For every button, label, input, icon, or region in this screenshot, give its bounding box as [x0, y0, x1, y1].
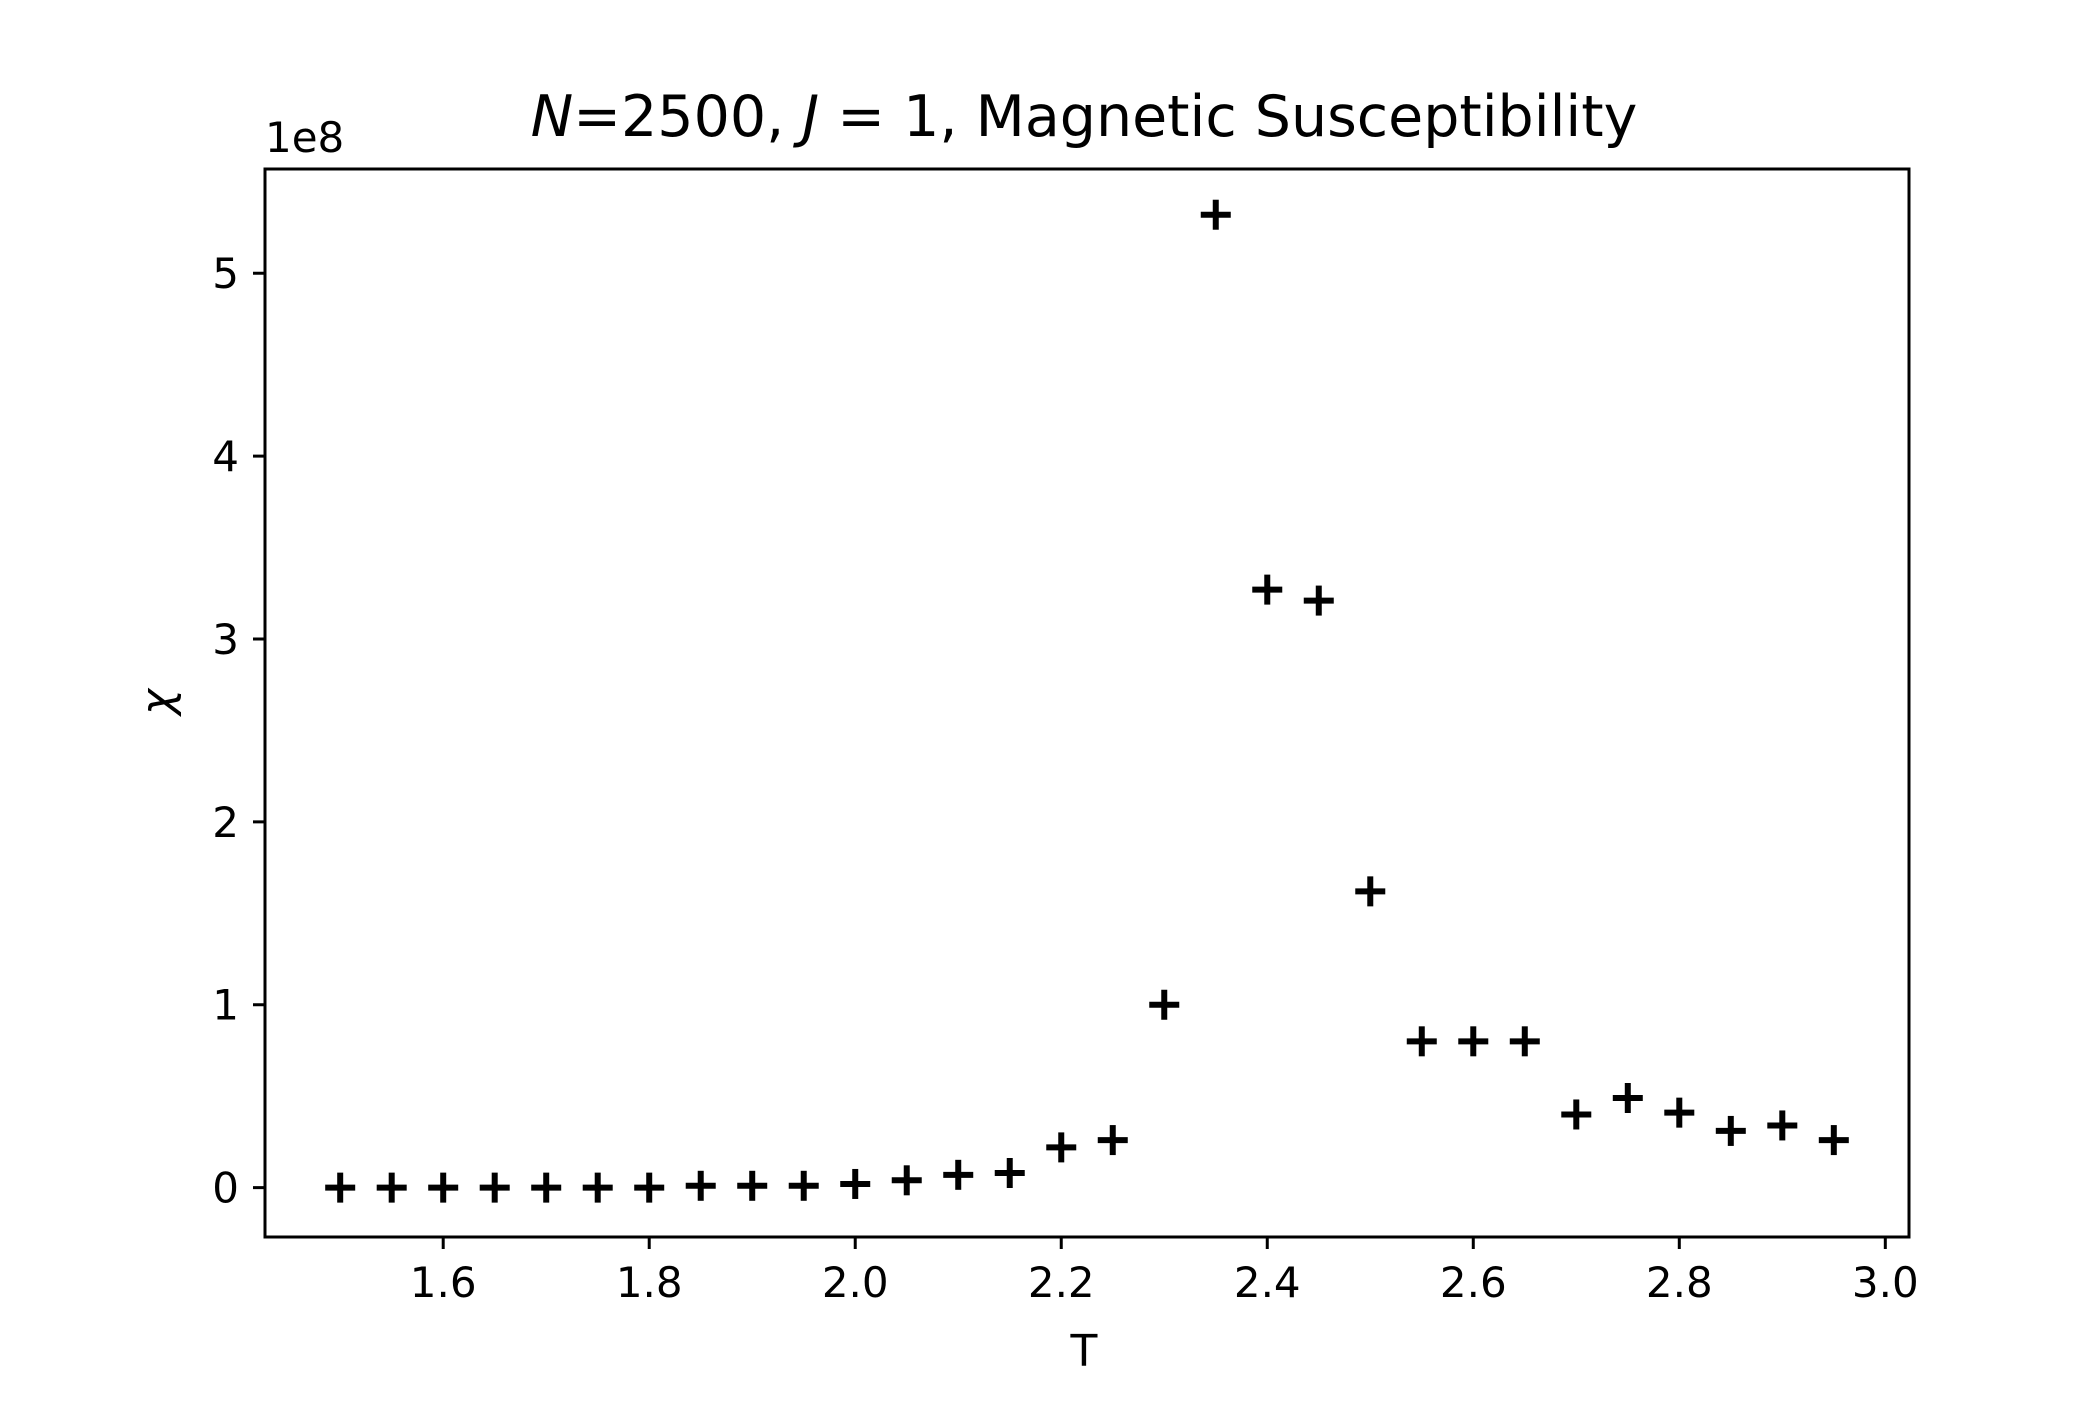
x-tick-label: 1.8 [616, 1258, 683, 1307]
y-tick-label: 1 [212, 981, 239, 1030]
data-point [943, 1159, 974, 1190]
data-point [1561, 1099, 1592, 1130]
data-point [1200, 199, 1231, 230]
data-point [788, 1170, 819, 1201]
data-point [737, 1170, 768, 1201]
data-point [1046, 1132, 1077, 1163]
x-axis-ticks: 1.6 1.8 2.0 2.2 2.4 2.6 2.8 3.0 [410, 1237, 1919, 1307]
x-tick-label: 2.6 [1440, 1258, 1507, 1307]
y-tick-label: 3 [212, 615, 239, 664]
data-point [1458, 1026, 1489, 1057]
data-point [1355, 876, 1386, 907]
chart-title: N=2500, J = 1, Magnetic Susceptibility [531, 84, 1638, 150]
data-point [582, 1172, 613, 1203]
data-point [1149, 989, 1180, 1020]
x-tick-label: 3.0 [1852, 1258, 1919, 1307]
data-point [479, 1172, 510, 1203]
data-point [1097, 1125, 1128, 1156]
data-point [685, 1170, 716, 1201]
x-tick-label: 2.0 [822, 1258, 889, 1307]
y-axis-offset-label: 1e8 [265, 113, 344, 162]
data-point [325, 1172, 356, 1203]
data-point [994, 1157, 1025, 1188]
data-point [531, 1172, 562, 1203]
data-point [1818, 1125, 1849, 1156]
y-axis-ticks: 0 1 2 3 4 5 [212, 249, 265, 1213]
data-point [1715, 1115, 1746, 1146]
data-point [376, 1172, 407, 1203]
x-axis-label: T [1070, 1326, 1098, 1377]
data-point [1664, 1097, 1695, 1128]
title-j-value: = 1, Magnetic Susceptibility [819, 84, 1637, 150]
data-points [325, 199, 1849, 1203]
y-tick-label: 0 [212, 1164, 239, 1213]
data-point [1767, 1110, 1798, 1141]
data-point [1509, 1026, 1540, 1057]
x-tick-label: 2.2 [1028, 1258, 1095, 1307]
data-point [1406, 1026, 1437, 1057]
y-axis-label: χ [132, 687, 183, 717]
data-point [428, 1172, 459, 1203]
data-point [1303, 585, 1334, 616]
title-n-value: =2500, [573, 84, 802, 150]
y-tick-label: 2 [212, 798, 239, 847]
x-tick-label: 1.6 [410, 1258, 477, 1307]
data-point [634, 1172, 665, 1203]
y-tick-label: 5 [212, 249, 239, 298]
x-tick-label: 2.4 [1234, 1258, 1301, 1307]
data-point [840, 1168, 871, 1199]
plot-area-frame [263, 167, 1911, 1239]
data-point [1612, 1083, 1643, 1114]
data-point [891, 1165, 922, 1196]
x-tick-label: 2.8 [1646, 1258, 1713, 1307]
title-n-symbol: N [531, 84, 574, 150]
data-point [1252, 574, 1283, 605]
y-tick-label: 4 [212, 432, 239, 481]
